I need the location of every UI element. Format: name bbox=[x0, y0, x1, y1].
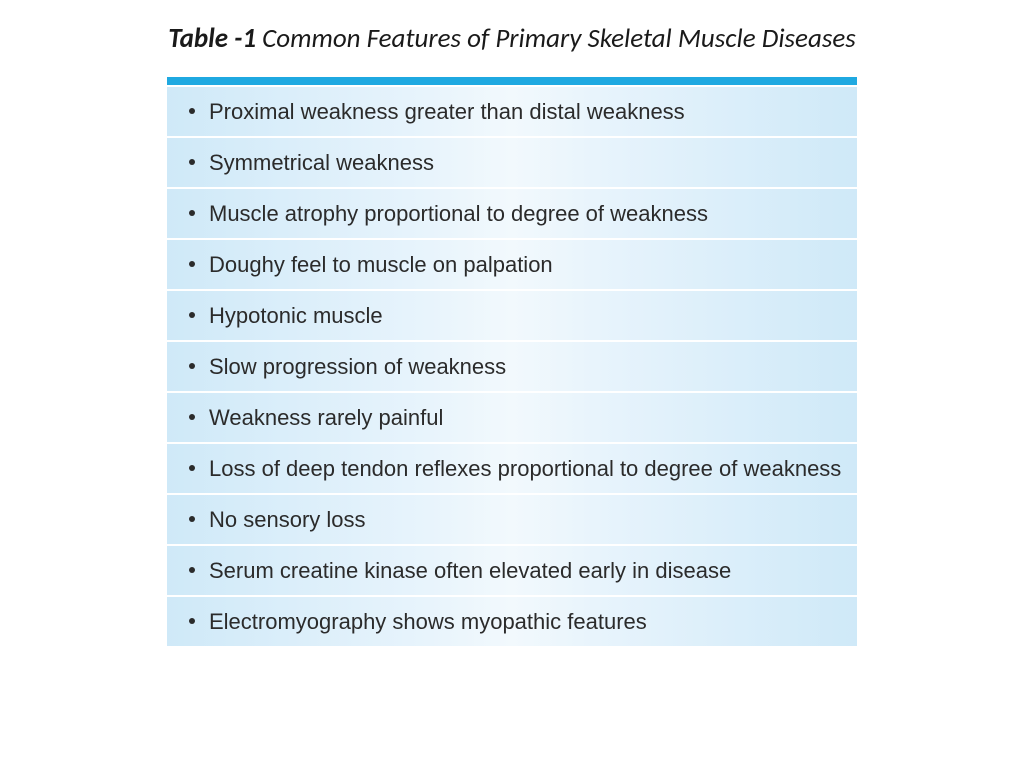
table-top-bar bbox=[167, 77, 857, 85]
slide-title: Table -1 Common Features of Primary Skel… bbox=[0, 22, 1024, 55]
slide: Table -1 Common Features of Primary Skel… bbox=[0, 0, 1024, 646]
bullet-icon bbox=[189, 465, 195, 471]
bullet-icon bbox=[189, 363, 195, 369]
bullet-icon bbox=[189, 414, 195, 420]
row-text: Serum creatine kinase often elevated ear… bbox=[209, 556, 843, 585]
row-text: Doughy feel to muscle on palpation bbox=[209, 250, 843, 279]
bullet-icon bbox=[189, 108, 195, 114]
title-rest: Common Features of Primary Skeletal Musc… bbox=[256, 22, 856, 55]
table-row: Doughy feel to muscle on palpation bbox=[167, 238, 857, 289]
bullet-icon bbox=[189, 567, 195, 573]
bullet-icon bbox=[189, 261, 195, 267]
bullet-icon bbox=[189, 210, 195, 216]
table-row: Proximal weakness greater than distal we… bbox=[167, 85, 857, 136]
bullet-icon bbox=[189, 618, 195, 624]
table-row: Weakness rarely painful bbox=[167, 391, 857, 442]
row-text: Weakness rarely painful bbox=[209, 403, 843, 432]
row-text: Symmetrical weakness bbox=[209, 148, 843, 177]
title-prefix: Table -1 bbox=[168, 22, 256, 55]
row-text: Proximal weakness greater than distal we… bbox=[209, 97, 843, 126]
row-text: Loss of deep tendon reflexes proportiona… bbox=[209, 454, 843, 483]
table-row: Electromyography shows myopathic feature… bbox=[167, 595, 857, 646]
table-row: Hypotonic muscle bbox=[167, 289, 857, 340]
table-row: Slow progression of weakness bbox=[167, 340, 857, 391]
table-row: Symmetrical weakness bbox=[167, 136, 857, 187]
table-row: Loss of deep tendon reflexes proportiona… bbox=[167, 442, 857, 493]
row-text: No sensory loss bbox=[209, 505, 843, 534]
bullet-icon bbox=[189, 159, 195, 165]
row-text: Hypotonic muscle bbox=[209, 301, 843, 330]
table-row: Muscle atrophy proportional to degree of… bbox=[167, 187, 857, 238]
row-text: Muscle atrophy proportional to degree of… bbox=[209, 199, 843, 228]
row-text: Slow progression of weakness bbox=[209, 352, 843, 381]
table-row: Serum creatine kinase often elevated ear… bbox=[167, 544, 857, 595]
row-text: Electromyography shows myopathic feature… bbox=[209, 607, 843, 636]
table-row: No sensory loss bbox=[167, 493, 857, 544]
feature-table: Proximal weakness greater than distal we… bbox=[167, 77, 857, 646]
bullet-icon bbox=[189, 516, 195, 522]
bullet-icon bbox=[189, 312, 195, 318]
